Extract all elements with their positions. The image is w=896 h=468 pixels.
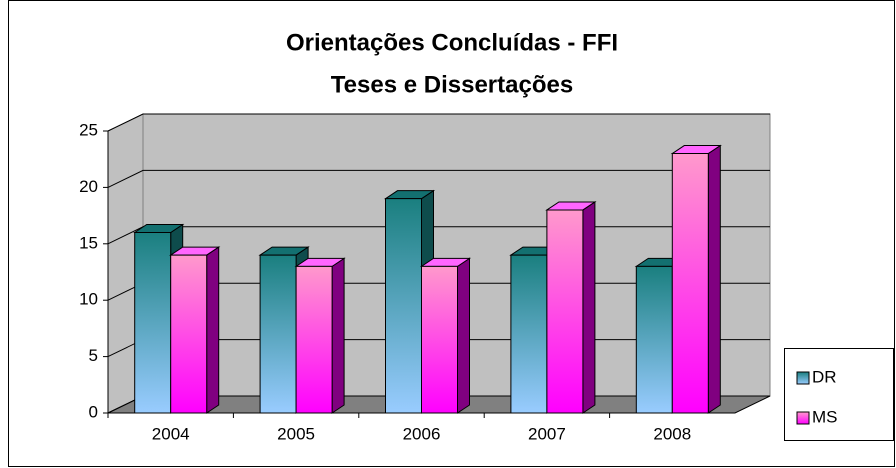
y-tick-label: 0 bbox=[89, 402, 98, 421]
bar-front bbox=[510, 254, 548, 414]
bar bbox=[294, 257, 346, 414]
bar-front bbox=[546, 209, 584, 414]
y-tick-label: 15 bbox=[79, 233, 98, 252]
y-tick-label: 5 bbox=[89, 346, 98, 365]
y-tick-label: 10 bbox=[79, 290, 98, 309]
bar-front bbox=[635, 265, 673, 414]
legend-label: MS bbox=[812, 407, 838, 426]
bar bbox=[169, 246, 221, 414]
x-tick-label: 2008 bbox=[653, 424, 691, 443]
legend-label: DR bbox=[812, 367, 837, 386]
grid-line bbox=[107, 169, 770, 188]
x-tick-label: 2006 bbox=[403, 424, 441, 443]
legend-swatch bbox=[796, 411, 810, 425]
bar-side bbox=[707, 144, 721, 414]
bar-front bbox=[295, 265, 333, 414]
bar-front bbox=[134, 232, 172, 414]
bar bbox=[670, 144, 722, 414]
bar-side bbox=[206, 246, 220, 414]
grid-line bbox=[107, 113, 770, 132]
bar-front bbox=[385, 198, 422, 414]
x-tick-label: 2007 bbox=[528, 424, 566, 443]
bar-front bbox=[170, 254, 208, 414]
x-tick-label: 2005 bbox=[277, 424, 315, 443]
bar bbox=[419, 257, 472, 414]
y-tick-label: 25 bbox=[79, 120, 98, 139]
x-tick-label: 2004 bbox=[152, 424, 190, 443]
bar-side bbox=[331, 257, 345, 414]
legend-box bbox=[784, 348, 894, 441]
bar bbox=[545, 201, 597, 414]
bar-front bbox=[671, 153, 709, 414]
y-tick-label: 20 bbox=[79, 177, 98, 196]
chart-title: Orientações Concluídas - FFI bbox=[286, 29, 618, 56]
bar-side bbox=[457, 257, 470, 414]
chart-subtitle: Teses e Dissertações bbox=[331, 71, 573, 98]
bar-front bbox=[421, 265, 458, 414]
bar-front bbox=[259, 254, 297, 414]
bar-side bbox=[582, 201, 596, 414]
legend-swatch bbox=[796, 371, 810, 385]
